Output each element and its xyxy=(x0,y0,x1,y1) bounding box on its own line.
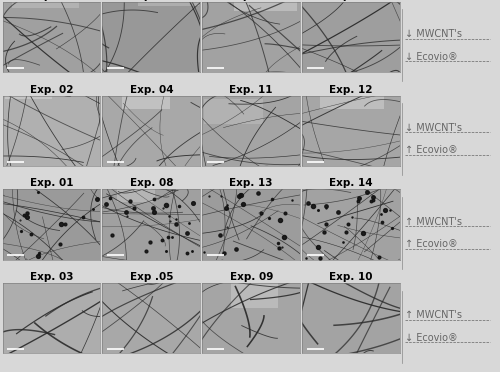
Text: Exp. 07: Exp. 07 xyxy=(30,0,73,1)
Text: Exp. 10: Exp. 10 xyxy=(330,272,373,282)
Text: ↑ Ecovio®: ↑ Ecovio® xyxy=(405,145,458,155)
Bar xyxy=(117,181,156,202)
Bar xyxy=(6,83,52,99)
Text: ↑ MWCNT's: ↑ MWCNT's xyxy=(405,217,462,227)
Text: Exp. 16: Exp. 16 xyxy=(330,0,373,1)
Bar xyxy=(230,279,278,308)
Text: Exp .05: Exp .05 xyxy=(130,272,173,282)
Text: Exp. 11: Exp. 11 xyxy=(230,85,273,95)
Text: Exp. 09: Exp. 09 xyxy=(230,272,273,282)
Text: ↓ MWCNT's: ↓ MWCNT's xyxy=(405,123,462,133)
Text: Exp. 13: Exp. 13 xyxy=(230,179,273,189)
Text: ↓ MWCNT's: ↓ MWCNT's xyxy=(405,29,462,39)
Text: Exp. 04: Exp. 04 xyxy=(130,85,173,95)
Text: Exp. 08: Exp. 08 xyxy=(130,179,173,189)
Text: ↑ MWCNT's: ↑ MWCNT's xyxy=(405,310,462,320)
Text: Exp. 02: Exp. 02 xyxy=(30,85,73,95)
Bar xyxy=(320,81,384,109)
Text: ↓ Ecovio®: ↓ Ecovio® xyxy=(405,52,458,62)
Text: Exp. 09: Exp. 09 xyxy=(130,0,173,1)
Text: Exp. 01: Exp. 01 xyxy=(30,179,73,189)
Text: ↑ Ecovio®: ↑ Ecovio® xyxy=(405,239,458,249)
Bar xyxy=(204,99,264,124)
Bar xyxy=(138,0,199,6)
Text: Exp. 14: Exp. 14 xyxy=(329,179,373,189)
Text: Exp. 10: Exp. 10 xyxy=(230,0,273,1)
Text: ↓ Ecovio®: ↓ Ecovio® xyxy=(405,333,458,343)
Bar xyxy=(234,0,298,11)
Text: Exp. 03: Exp. 03 xyxy=(30,272,73,282)
Bar xyxy=(12,0,79,8)
Bar xyxy=(112,254,158,283)
Text: Exp. 12: Exp. 12 xyxy=(330,85,373,95)
Bar xyxy=(122,85,170,109)
